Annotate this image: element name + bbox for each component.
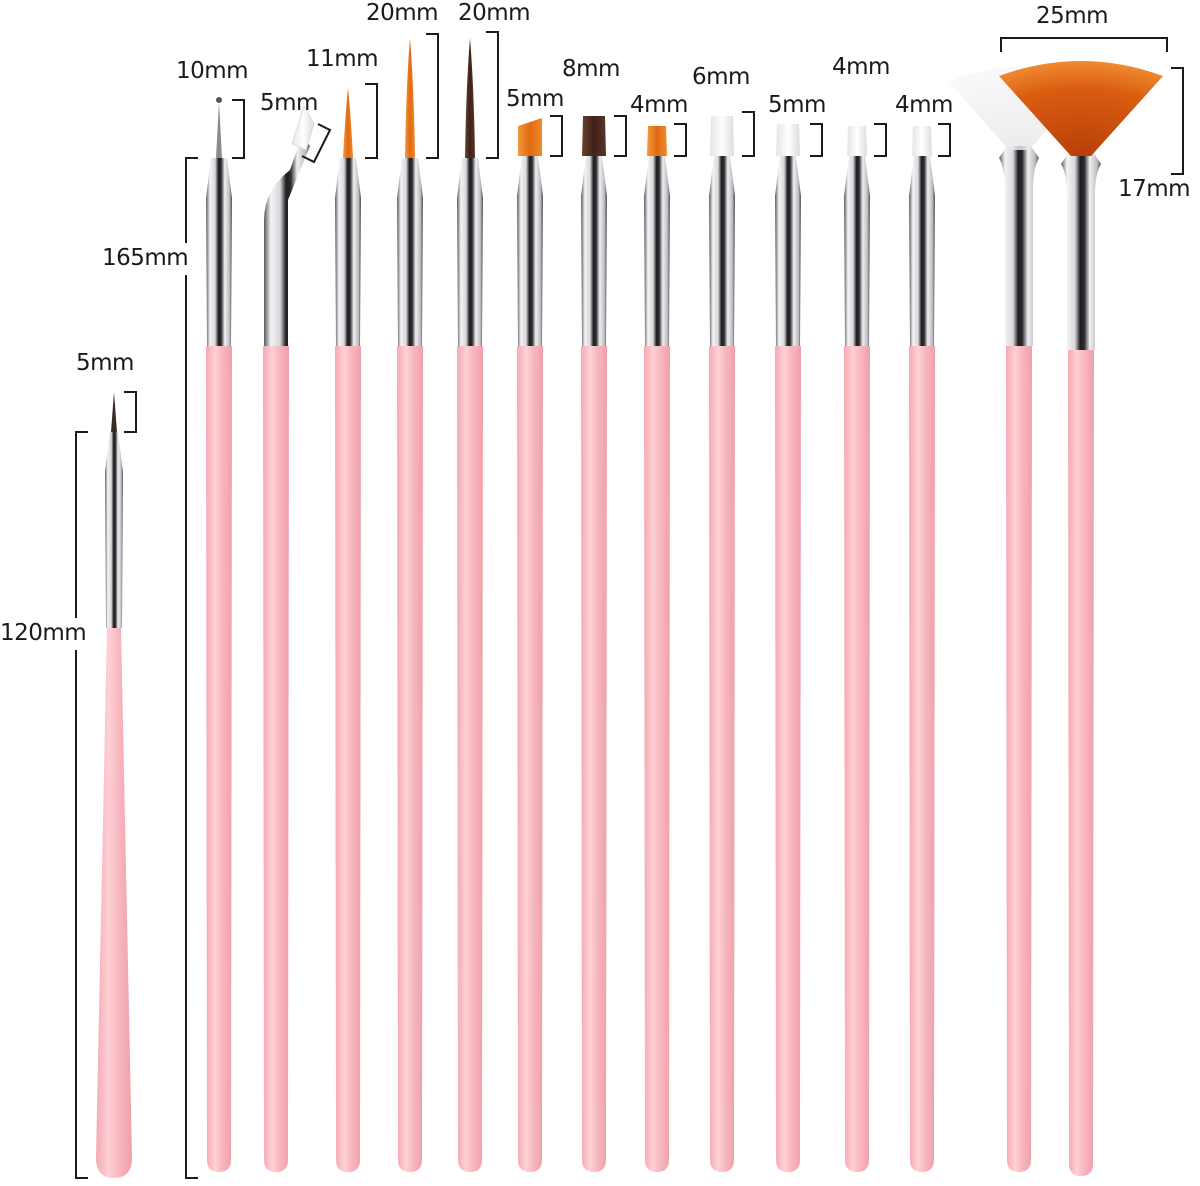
- brush-4: [335, 88, 361, 1172]
- bracket-tip-4: [365, 83, 378, 159]
- bracket-tip-3: [301, 123, 332, 164]
- tip-label-3: 5mm: [260, 90, 318, 116]
- bracket-short-length: [75, 431, 88, 1179]
- brush-15: [999, 61, 1163, 1176]
- tip-label-12: 4mm: [832, 54, 890, 80]
- brush-11: [775, 124, 801, 1172]
- bracket-tip-13: [938, 123, 951, 157]
- handle: [517, 346, 543, 1172]
- bristle-tip: [912, 126, 932, 156]
- handle: [96, 628, 132, 1178]
- bristle-tip: [776, 124, 800, 156]
- ferrule: [909, 156, 935, 346]
- tip-label-13: 4mm: [895, 92, 953, 118]
- ferrule: [206, 158, 232, 346]
- bracket-tip-6: [486, 31, 499, 159]
- bracket-fan-width: [1000, 37, 1168, 52]
- bristle-tip: [405, 38, 415, 158]
- tip-label-11: 5mm: [768, 92, 826, 118]
- brush-9: [644, 126, 670, 1172]
- brush-12: [844, 126, 870, 1172]
- tip-label-10: 6mm: [692, 64, 750, 90]
- dim-label-fan-height: 17mm: [1118, 176, 1191, 202]
- bracket-tip-2: [232, 99, 245, 159]
- handle: [775, 346, 801, 1172]
- tip-label-6: 20mm: [458, 0, 531, 26]
- tip-label-5: 20mm: [366, 0, 439, 26]
- handle: [206, 346, 232, 1172]
- handle: [644, 346, 670, 1172]
- brush-7: [517, 118, 543, 1172]
- ferrule: [844, 156, 870, 346]
- bracket-tip-1: [124, 391, 137, 433]
- bracket-long-length: [185, 157, 198, 1179]
- ferrule: [644, 156, 670, 346]
- bracket-tip-8: [614, 115, 627, 157]
- ferrule: [709, 156, 735, 346]
- handle: [335, 346, 361, 1172]
- tip-label-8: 8mm: [562, 56, 620, 82]
- dot-ball: [216, 97, 222, 103]
- brush-1: [96, 392, 132, 1178]
- tip-label-2: 10mm: [176, 58, 249, 84]
- bracket-tip-10: [742, 111, 755, 157]
- bracket-tip-9: [674, 123, 687, 157]
- handle: [909, 346, 935, 1172]
- tip-label-7: 5mm: [506, 86, 564, 112]
- tip-label-1: 5mm: [76, 350, 134, 376]
- ferrule: [581, 156, 607, 346]
- brush-3: [263, 104, 315, 1172]
- bristle-tip: [111, 392, 117, 432]
- ferrule: [517, 156, 543, 346]
- handle: [1068, 350, 1094, 1176]
- brush-2: [206, 97, 232, 1172]
- ferrule: [775, 156, 801, 346]
- bristle-tip: [465, 38, 475, 158]
- bracket-tip-7: [550, 115, 563, 157]
- ferrule: [264, 136, 310, 346]
- brush-5: [397, 38, 423, 1172]
- bristle-tip: [847, 126, 867, 156]
- brush-13: [909, 126, 935, 1172]
- bracket-tip-11: [810, 123, 823, 157]
- handle: [709, 346, 735, 1172]
- ferrule: [335, 158, 361, 346]
- handle: [581, 346, 607, 1172]
- bracket-tip-12: [874, 123, 887, 157]
- brush-8: [581, 116, 607, 1172]
- bristle-tip: [710, 116, 734, 156]
- bristle-tip: [518, 118, 542, 156]
- bristle-tip: [647, 126, 667, 156]
- tip-label-9: 4mm: [630, 92, 688, 118]
- handle: [457, 346, 483, 1172]
- bracket-tip-5: [426, 33, 439, 159]
- bristle-tip: [291, 104, 315, 151]
- handle: [263, 346, 289, 1172]
- dotting-tip: [216, 102, 222, 158]
- ferrule: [457, 158, 483, 346]
- ferrule: [999, 146, 1039, 346]
- dim-label-fan-width: 25mm: [1036, 3, 1109, 29]
- brush-10: [709, 116, 735, 1172]
- ferrule: [397, 158, 423, 346]
- brush-6: [457, 38, 483, 1172]
- handle: [397, 346, 423, 1172]
- handle: [844, 346, 870, 1172]
- ferrule: [105, 432, 123, 628]
- handle: [1006, 346, 1032, 1172]
- tip-label-4: 11mm: [306, 46, 379, 72]
- dim-label-long-length: 165mm: [102, 245, 189, 271]
- bracket-fan-height: [1171, 67, 1184, 175]
- fan-bristles: [999, 61, 1163, 156]
- bristle-tip: [343, 88, 353, 158]
- bristle-tip: [582, 116, 606, 156]
- dim-label-short-length: 120mm: [0, 620, 87, 646]
- ferrule: [1061, 152, 1101, 350]
